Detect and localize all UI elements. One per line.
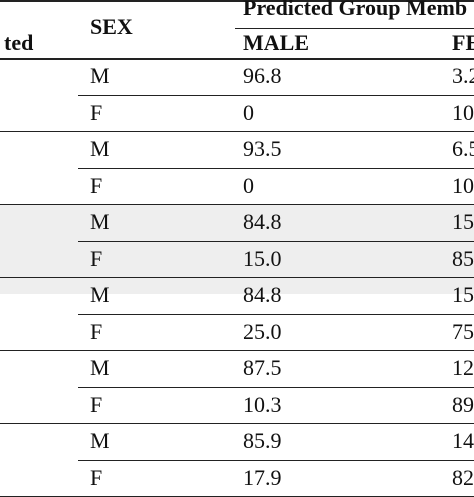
sex-cell: F — [90, 464, 103, 490]
female-cell: 82 — [452, 464, 474, 490]
row-rule — [0, 423, 474, 424]
sex-column-header: SEX — [90, 14, 133, 39]
row-rule — [0, 350, 474, 351]
male-cell: 84.8 — [243, 209, 282, 234]
male-cell: 85.9 — [243, 428, 282, 453]
sex-cell: M — [90, 209, 110, 234]
row-rule — [0, 277, 474, 278]
row-band — [0, 204, 474, 294]
male-cell: 84.8 — [243, 282, 282, 307]
male-cell: 17.9 — [243, 464, 282, 490]
female-cell: 6.5 — [452, 136, 474, 161]
female-cell: 75 — [452, 318, 474, 344]
female-column-header: FE — [452, 30, 474, 55]
predicted-group-header: Predicted Group Memb — [243, 0, 468, 20]
sex-cell: M — [90, 136, 110, 161]
male-column-header: MALE — [243, 30, 309, 55]
row-rule — [0, 204, 474, 205]
male-cell: 10.3 — [243, 391, 282, 417]
sex-cell: F — [90, 245, 103, 271]
row-rule — [78, 386, 474, 388]
female-cell: 85 — [452, 245, 474, 271]
sex-cell: M — [90, 63, 110, 88]
row-rule — [78, 167, 474, 169]
female-cell: 3.2 — [452, 63, 474, 88]
female-cell: 10 — [452, 99, 474, 125]
row-rule — [78, 240, 474, 242]
male-cell: 25.0 — [243, 318, 282, 344]
sex-cell: M — [90, 355, 110, 380]
row-rule — [78, 459, 474, 461]
sex-cell: F — [90, 172, 103, 198]
male-cell: 0 — [243, 99, 254, 125]
male-cell: 96.8 — [243, 63, 282, 88]
male-cell: 0 — [243, 172, 254, 198]
sex-cell: F — [90, 318, 103, 344]
male-cell: 93.5 — [243, 136, 282, 161]
female-cell: 10 — [452, 172, 474, 198]
female-cell: 89 — [452, 391, 474, 417]
female-cell: 14 — [452, 428, 474, 453]
female-cell: 15 — [452, 282, 474, 307]
row-rule — [78, 94, 474, 96]
female-cell: 15 — [452, 209, 474, 234]
group-header-rule — [235, 28, 474, 29]
top-rule — [0, 0, 474, 2]
row-rule — [0, 131, 474, 132]
sex-cell: F — [90, 391, 103, 417]
male-cell: 15.0 — [243, 245, 282, 271]
sex-cell: M — [90, 282, 110, 307]
row-rule — [78, 313, 474, 315]
sex-cell: M — [90, 428, 110, 453]
male-cell: 87.5 — [243, 355, 282, 380]
female-cell: 12 — [452, 355, 474, 380]
header-bottom-rule — [0, 58, 474, 60]
first-column-header: ted — [4, 30, 34, 55]
sex-cell: F — [90, 99, 103, 125]
